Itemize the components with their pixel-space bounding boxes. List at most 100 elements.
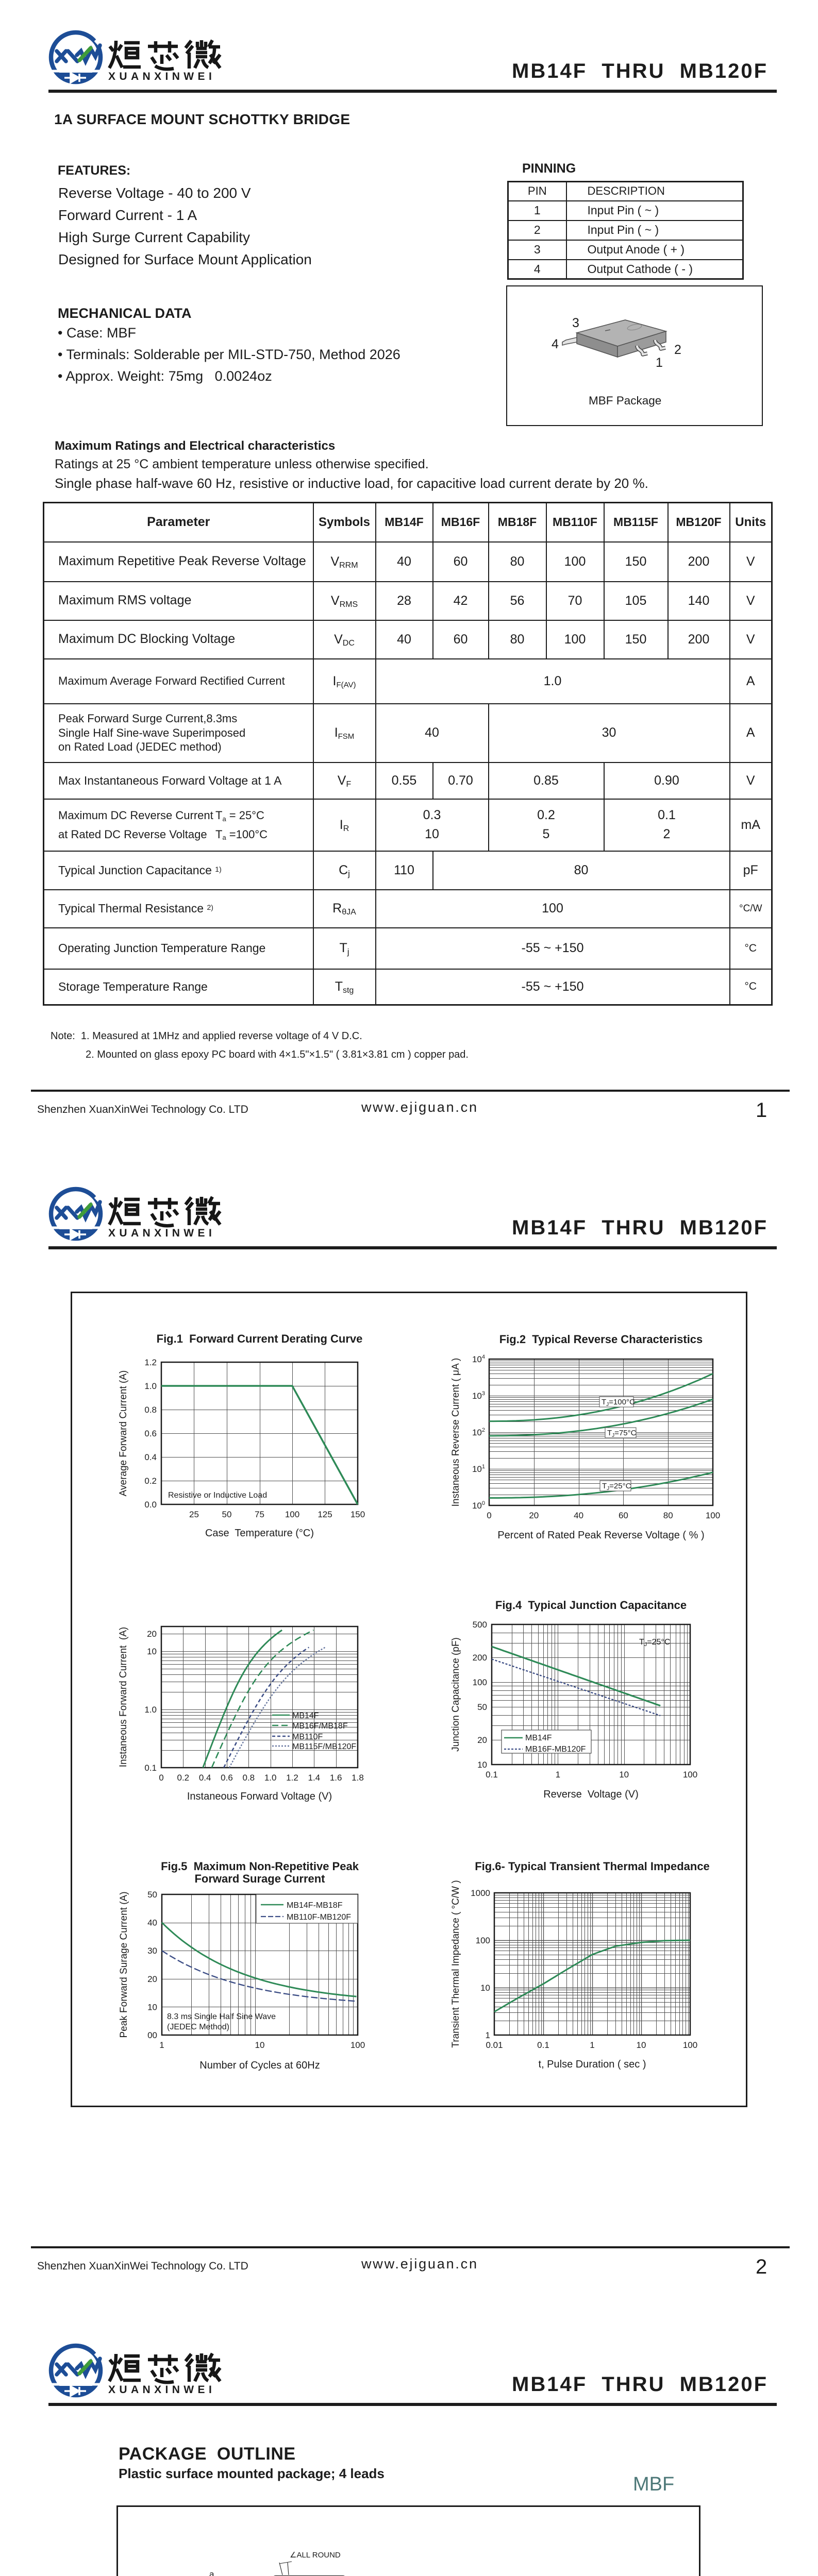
svg-text:MB14F: MB14F [292, 1711, 319, 1720]
svg-text:Number of Cycles at 60Hz: Number of Cycles at 60Hz [199, 2060, 320, 2071]
svg-text:40: 40 [574, 1511, 583, 1520]
svg-text:40: 40 [147, 1918, 157, 1928]
svg-text:1.6: 1.6 [330, 1773, 342, 1783]
svg-text:Forward Surage Current: Forward Surage Current [194, 1872, 325, 1885]
svg-text:0.1: 0.1 [144, 1763, 157, 1773]
svg-text:100: 100 [683, 1770, 697, 1780]
svg-text:20: 20 [529, 1511, 539, 1520]
svg-text:Reverse Voltage (V): Reverse Voltage (V) [543, 1789, 639, 1800]
svg-text:∠ALL ROUND: ∠ALL ROUND [290, 2551, 341, 2560]
svg-text:TJ=25°C: TJ=25°C [602, 1482, 631, 1492]
svg-text:1.0: 1.0 [144, 1705, 157, 1715]
svg-text:(JEDEC Method): (JEDEC Method) [167, 2023, 229, 2031]
svg-text:20: 20 [477, 1735, 487, 1745]
svg-text:0.01: 0.01 [486, 2040, 503, 2050]
svg-text:1: 1 [556, 1770, 560, 1780]
svg-text:0.1: 0.1 [486, 1770, 498, 1780]
svg-text:75: 75 [255, 1510, 264, 1519]
svg-text:100: 100 [285, 1510, 299, 1519]
svg-text:1.4: 1.4 [308, 1773, 321, 1783]
svg-text:MB16F/MB18F: MB16F/MB18F [292, 1722, 348, 1731]
svg-text:1.8: 1.8 [352, 1773, 364, 1783]
svg-text:1: 1 [159, 2040, 164, 2050]
svg-text:10: 10 [619, 1770, 629, 1780]
svg-text:MB110F-MB120F: MB110F-MB120F [287, 1913, 351, 1922]
svg-text:0.6: 0.6 [144, 1429, 157, 1438]
svg-text:Junction Capacitance (pF): Junction Capacitance (pF) [450, 1637, 461, 1752]
svg-text:50: 50 [147, 1890, 157, 1900]
svg-text:00: 00 [147, 2030, 157, 2040]
svg-text:TJ=75°C: TJ=75°C [607, 1429, 637, 1438]
svg-text:100: 100 [473, 1677, 487, 1687]
svg-text:4: 4 [552, 337, 559, 351]
svg-text:100: 100 [476, 1936, 490, 1945]
svg-text:50: 50 [222, 1510, 232, 1519]
svg-text:10: 10 [637, 2040, 646, 2050]
svg-text:103: 103 [472, 1391, 485, 1401]
svg-text:2: 2 [674, 343, 681, 357]
svg-text:60: 60 [619, 1511, 628, 1520]
svg-text:10: 10 [477, 1760, 487, 1770]
svg-text:0: 0 [487, 1511, 491, 1520]
svg-text:Resistive or Inductive Load: Resistive or Inductive Load [168, 1491, 267, 1500]
svg-text:Instaneous Reverse Current ( μ: Instaneous Reverse Current ( μA ) [450, 1358, 461, 1507]
svg-text:t, Pulse Duration ( sec ): t, Pulse Duration ( sec ) [539, 2059, 646, 2070]
svg-text:10: 10 [480, 1983, 490, 1993]
svg-text:0: 0 [159, 1773, 163, 1783]
svg-text:TJ=25°C: TJ=25°C [639, 1638, 670, 1648]
svg-text:8.3 ms Single Half Sine Wave: 8.3 ms Single Half Sine Wave [167, 2012, 276, 2021]
svg-text:125: 125 [318, 1510, 332, 1519]
svg-text:100: 100 [472, 1500, 485, 1511]
svg-text:0.0: 0.0 [144, 1500, 157, 1510]
svg-text:0.4: 0.4 [199, 1773, 211, 1783]
svg-text:0.6: 0.6 [221, 1773, 233, 1783]
svg-text:100: 100 [706, 1511, 720, 1520]
svg-text:10: 10 [147, 2002, 157, 2012]
svg-text:200: 200 [473, 1653, 487, 1663]
svg-text:0.1: 0.1 [537, 2040, 549, 2050]
svg-text:0.2: 0.2 [177, 1773, 190, 1783]
svg-text:25: 25 [189, 1510, 199, 1519]
svg-text:1.0: 1.0 [144, 1381, 157, 1391]
svg-text:Instaneous Forward Current (A: Instaneous Forward Current (A) [118, 1627, 129, 1767]
svg-text:100: 100 [683, 2040, 697, 2050]
svg-text:150: 150 [350, 1510, 365, 1519]
svg-text:MB16F-MB120F: MB16F-MB120F [525, 1745, 586, 1754]
svg-text:1: 1 [590, 2040, 594, 2050]
svg-text:Fig.2 Typical Reverse Charact: Fig.2 Typical Reverse Characteristics [499, 1333, 703, 1346]
svg-text:1: 1 [486, 2030, 490, 2040]
svg-text:Fig.5 Maximum Non-Repetitive: Fig.5 Maximum Non-Repetitive Peak [161, 1860, 359, 1873]
svg-text:Percent of Rated Peak Reverse: Percent of Rated Peak Reverse Voltage ( … [497, 1530, 704, 1541]
svg-text:MB14F-MB18F: MB14F-MB18F [287, 1901, 343, 1910]
svg-text:80: 80 [663, 1511, 673, 1520]
svg-text:100: 100 [350, 2040, 365, 2050]
svg-text:MB110F: MB110F [292, 1733, 323, 1741]
svg-text:0.2: 0.2 [144, 1476, 157, 1486]
svg-text:Fig.6- Typical Transient Therm: Fig.6- Typical Transient Thermal Impedan… [475, 1860, 710, 1873]
svg-text:1000: 1000 [471, 1888, 490, 1898]
svg-text:Case Temperature (°C): Case Temperature (°C) [205, 1528, 314, 1539]
svg-text:10: 10 [255, 2040, 265, 2050]
svg-text:30: 30 [147, 1946, 157, 1956]
svg-text:50: 50 [477, 1702, 487, 1712]
svg-text:1.2: 1.2 [144, 1358, 157, 1367]
svg-text:10: 10 [147, 1647, 157, 1656]
svg-text:0.4: 0.4 [144, 1452, 157, 1462]
svg-text:101: 101 [472, 1464, 485, 1474]
svg-text:TJ=100°C: TJ=100°C [602, 1398, 635, 1408]
svg-text:MB115F/MB120F: MB115F/MB120F [292, 1742, 356, 1751]
svg-text:0.8: 0.8 [243, 1773, 255, 1783]
svg-text:500: 500 [473, 1620, 487, 1630]
svg-text:Instaneous Forward Voltage (V): Instaneous Forward Voltage (V) [187, 1791, 332, 1802]
svg-text:a: a [209, 2569, 214, 2576]
svg-text:1.0: 1.0 [264, 1773, 277, 1783]
svg-text:1.2: 1.2 [286, 1773, 298, 1783]
svg-text:Transient Thermal Impedance (: Transient Thermal Impedance ( °C/W ) [450, 1880, 461, 2047]
svg-text:20: 20 [147, 1629, 157, 1639]
svg-text:Fig.1 Forward Current Deratin: Fig.1 Forward Current Derating Curve [157, 1332, 363, 1345]
svg-text:20: 20 [147, 1974, 157, 1984]
svg-text:Average Forward Current (A): Average Forward Current (A) [118, 1370, 129, 1497]
svg-text:Peak Forward Surage Current (A: Peak Forward Surage Current (A) [119, 1891, 129, 2038]
svg-text:104: 104 [472, 1354, 485, 1364]
svg-text:0.8: 0.8 [144, 1405, 157, 1415]
